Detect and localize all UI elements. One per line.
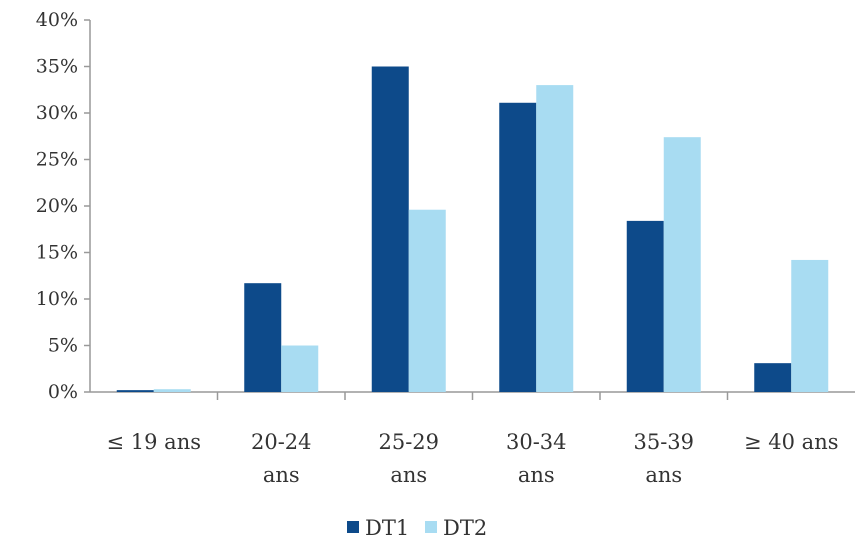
y-tick-label: 40% (36, 9, 78, 31)
bar-dt2-3 (536, 85, 574, 392)
legend-swatch-dt1 (347, 521, 359, 533)
x-tick-label: ≤ 19 ans (107, 430, 202, 454)
legend-swatch-dt2 (425, 521, 437, 533)
y-tick-label: 20% (36, 195, 78, 217)
y-tick-label: 5% (48, 335, 78, 357)
x-tick-label: 25-29 ans (378, 430, 439, 487)
axes: 0% 5% 10% 15% 20% 25% 30% 35% 40% (36, 9, 855, 403)
bar-dt2-1 (281, 345, 319, 392)
legend-label-dt1: DT1 (365, 516, 409, 540)
x-tick-label: 20-24 ans (251, 430, 312, 487)
bars (116, 66, 829, 393)
x-tick-label: 30-34 ans (506, 430, 567, 487)
y-tick-label: 30% (36, 102, 78, 124)
bar-dt1-0 (116, 390, 154, 392)
legend: DT1 DT2 (347, 516, 487, 540)
y-tick-label: 35% (36, 56, 78, 78)
bar-dt1-3 (499, 102, 537, 393)
bar-dt1-1 (244, 283, 282, 392)
y-tick-label: 0% (48, 381, 78, 403)
y-tick-label: 15% (36, 242, 78, 264)
bar-dt2-2 (408, 209, 446, 392)
bar-dt1-5 (754, 363, 792, 392)
labels: ≤ 19 ans 20-24 ans 25-29 ans 30-34 ans 35-39 ans… (107, 430, 839, 487)
y-tick-label: 10% (36, 288, 78, 310)
bar-dt2-5 (791, 259, 829, 392)
bar-dt2-4 (663, 137, 701, 392)
bar-dt1-4 (626, 220, 664, 392)
x-tick-label: ≥ 40 ans (744, 430, 839, 454)
bar-dt2-0 (153, 389, 191, 392)
legend-label-dt2: DT2 (443, 516, 487, 540)
y-tick-label: 25% (36, 149, 78, 171)
bar-dt1-2 (371, 66, 409, 392)
x-tick-label: 35-39 ans (633, 430, 694, 487)
